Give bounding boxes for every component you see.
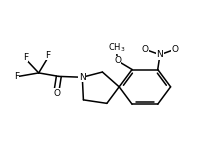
Text: O: O	[114, 56, 121, 65]
Text: N: N	[79, 73, 86, 82]
Text: O: O	[142, 45, 149, 54]
Text: O: O	[53, 89, 60, 98]
Text: F: F	[14, 72, 19, 81]
Text: CH$_3$: CH$_3$	[108, 42, 125, 54]
Text: F: F	[23, 53, 28, 62]
Text: N: N	[157, 50, 163, 59]
Text: O: O	[171, 45, 178, 54]
Text: F: F	[45, 51, 50, 60]
